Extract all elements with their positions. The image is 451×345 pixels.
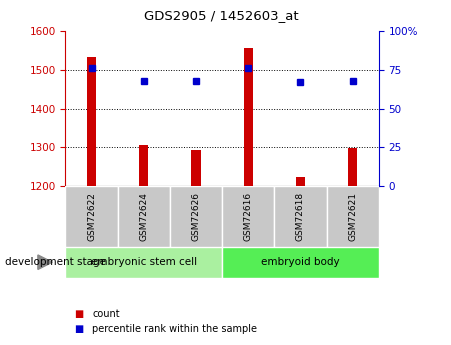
Text: percentile rank within the sample: percentile rank within the sample	[92, 325, 258, 334]
Text: GDS2905 / 1452603_at: GDS2905 / 1452603_at	[144, 9, 298, 22]
Bar	[65, 247, 222, 278]
Text: GSM72618: GSM72618	[296, 192, 305, 241]
Text: ■: ■	[74, 325, 84, 334]
Bar	[274, 186, 327, 247]
Bar	[170, 186, 222, 247]
Bar	[296, 177, 305, 186]
Bar	[139, 145, 148, 186]
Text: embryoid body: embryoid body	[261, 257, 340, 267]
Text: GSM72624: GSM72624	[139, 192, 148, 241]
Text: development stage: development stage	[5, 257, 106, 267]
Bar	[222, 247, 379, 278]
Bar	[65, 186, 118, 247]
Bar	[327, 186, 379, 247]
Polygon shape	[38, 255, 52, 269]
Bar	[191, 150, 201, 186]
Bar	[244, 48, 253, 186]
Bar	[87, 57, 96, 186]
Text: GSM72626: GSM72626	[192, 192, 201, 241]
Text: ■: ■	[74, 309, 84, 319]
Bar	[348, 148, 358, 186]
Text: count: count	[92, 309, 120, 319]
Bar	[118, 186, 170, 247]
Text: embryonic stem cell: embryonic stem cell	[91, 257, 197, 267]
Text: GSM72621: GSM72621	[348, 192, 357, 241]
Bar	[222, 186, 274, 247]
Text: GSM72622: GSM72622	[87, 192, 96, 241]
Text: GSM72616: GSM72616	[244, 192, 253, 241]
